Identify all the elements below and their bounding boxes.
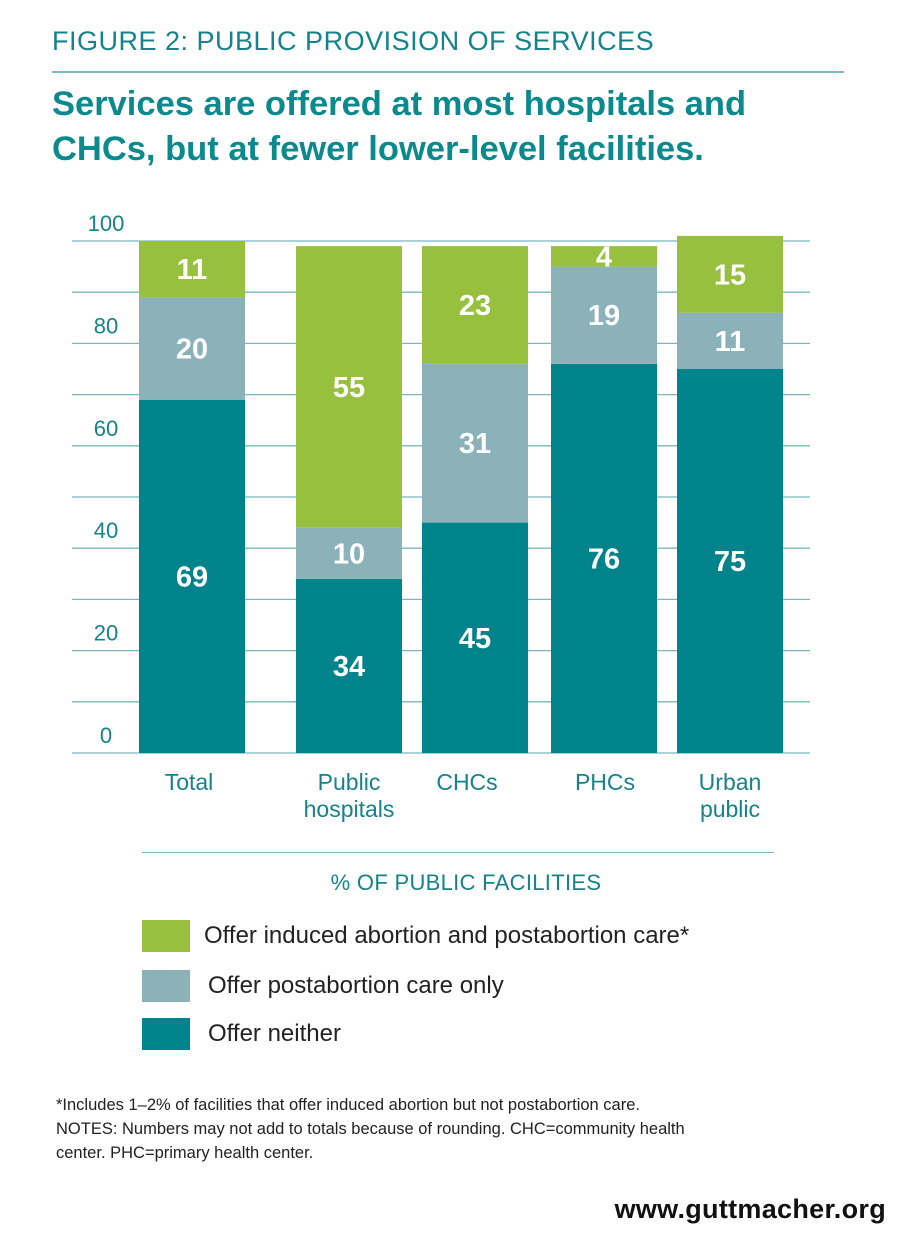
y-tick-label: 20 (94, 621, 118, 646)
x-category-label: Public (318, 769, 381, 795)
bar-segment (422, 246, 528, 364)
legend-item-induced-and-postabortion: Offer induced abortion and postabortion … (142, 920, 782, 952)
footnote-notes-line-2: center. PHC=primary health center. (56, 1144, 314, 1162)
bar-value-label: 69 (176, 561, 208, 593)
bar-value-labels: 69 20 11 34 10 55 45 31 23 76 19 4 75 11 15 (176, 241, 746, 683)
chart-divider (142, 852, 774, 853)
bar-segment (296, 527, 402, 579)
y-axis-ticks: 0 20 40 60 80 100 (88, 211, 125, 748)
bar-value-label: 34 (333, 651, 365, 683)
bar-segment (677, 235, 783, 313)
bar-value-label: 11 (177, 254, 208, 286)
legend-label: Offer induced abortion and postabortion … (204, 922, 690, 949)
y-tick-label: 80 (94, 313, 118, 338)
footnotes: *Includes 1–2% of facilities that offer … (56, 1093, 856, 1165)
bar-segment (139, 241, 245, 298)
x-category-label: Urban (699, 769, 762, 795)
x-axis-label: % OF PUBLIC FACILITIES (330, 870, 602, 895)
legend-swatch-teal (142, 1018, 190, 1050)
bars (139, 235, 783, 753)
y-tick-label: 100 (88, 211, 125, 236)
header-divider (52, 71, 844, 73)
x-category-label: PHCs (575, 769, 635, 795)
bar-segment (139, 399, 245, 753)
bar-value-label: 75 (714, 546, 746, 578)
bar-segment (551, 363, 657, 753)
x-category-label: public (700, 796, 760, 822)
bar-segment (296, 246, 402, 528)
y-tick-label: 0 (100, 723, 112, 748)
legend-label: Offer postabortion care only (208, 972, 504, 999)
x-category-label: hospitals (304, 796, 395, 822)
bar-value-label: 20 (176, 334, 208, 366)
bar-value-label: 19 (588, 300, 620, 332)
legend-swatch-green (142, 920, 190, 952)
footnote-notes-line-1: NOTES: Numbers may not add to totals bec… (56, 1120, 685, 1138)
bar-segment (677, 312, 783, 369)
legend-item-neither: Offer neither (142, 1018, 782, 1050)
footnote-asterisk: *Includes 1–2% of facilities that offer … (56, 1096, 640, 1114)
bar-segment (422, 363, 528, 523)
bar-segment (422, 522, 528, 753)
bar-segment (551, 266, 657, 364)
y-tick-label: 40 (94, 518, 118, 543)
bar-segment (551, 246, 657, 267)
x-category-label: Total (165, 769, 214, 795)
bar-value-label: 45 (459, 623, 491, 655)
y-tick-label: 60 (94, 416, 118, 441)
bar-segment (677, 369, 783, 753)
legend-label: Offer neither (208, 1020, 341, 1047)
bar-value-label: 4 (596, 241, 612, 273)
bar-segment (296, 578, 402, 753)
bar-value-label: 11 (715, 326, 746, 358)
bar-value-label: 31 (459, 428, 491, 460)
legend-item-postabortion-only: Offer postabortion care only (142, 970, 782, 1002)
bar-value-label: 23 (459, 290, 491, 322)
bar-value-label: 10 (333, 538, 365, 570)
bar-segment (139, 297, 245, 400)
bar-value-label: 76 (588, 543, 620, 575)
figure-label: FIGURE 2: PUBLIC PROVISION OF SERVICES (52, 26, 655, 56)
website-url: www.guttmacher.org (614, 1194, 886, 1224)
legend-swatch-gray (142, 970, 190, 1002)
chart-headline: Services are offered at most hospitals a… (52, 85, 747, 168)
stacked-bar-chart: 69 20 11 34 10 55 45 31 23 76 19 4 75 11 15 0 20 40 60 80 1… (72, 211, 810, 822)
x-category-label: CHCs (436, 769, 497, 795)
bar-value-label: 15 (714, 259, 746, 291)
bar-value-label: 55 (333, 372, 365, 404)
